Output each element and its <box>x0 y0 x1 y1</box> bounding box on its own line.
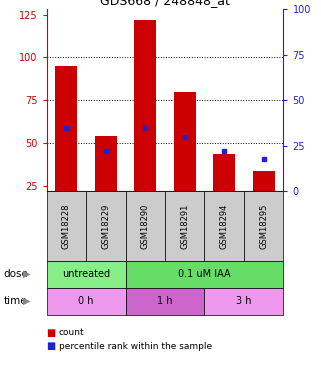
Text: dose: dose <box>3 269 28 279</box>
Text: GSM18229: GSM18229 <box>101 203 110 249</box>
Text: 3 h: 3 h <box>236 296 252 306</box>
Text: time: time <box>3 296 27 306</box>
Text: count: count <box>59 328 84 337</box>
Text: GSM18294: GSM18294 <box>220 203 229 249</box>
Text: 1 h: 1 h <box>157 296 173 306</box>
Text: untreated: untreated <box>62 269 110 279</box>
Text: GSM18291: GSM18291 <box>180 203 189 249</box>
Text: GSM18295: GSM18295 <box>259 203 268 249</box>
Bar <box>95 136 117 191</box>
Text: 0.1 uM IAA: 0.1 uM IAA <box>178 269 231 279</box>
Bar <box>253 171 274 191</box>
Bar <box>174 92 195 191</box>
Text: GSM18290: GSM18290 <box>141 203 150 249</box>
Text: 0 h: 0 h <box>78 296 94 306</box>
Text: ▶: ▶ <box>22 269 30 279</box>
Text: GSM18228: GSM18228 <box>62 203 71 249</box>
Text: ▶: ▶ <box>22 296 30 306</box>
Text: GDS668 / 248848_at: GDS668 / 248848_at <box>100 0 230 8</box>
Text: percentile rank within the sample: percentile rank within the sample <box>59 342 212 351</box>
Text: ■: ■ <box>47 342 56 351</box>
Bar <box>213 153 235 191</box>
Bar <box>56 66 77 191</box>
Text: ■: ■ <box>47 328 56 338</box>
Bar <box>134 20 156 191</box>
